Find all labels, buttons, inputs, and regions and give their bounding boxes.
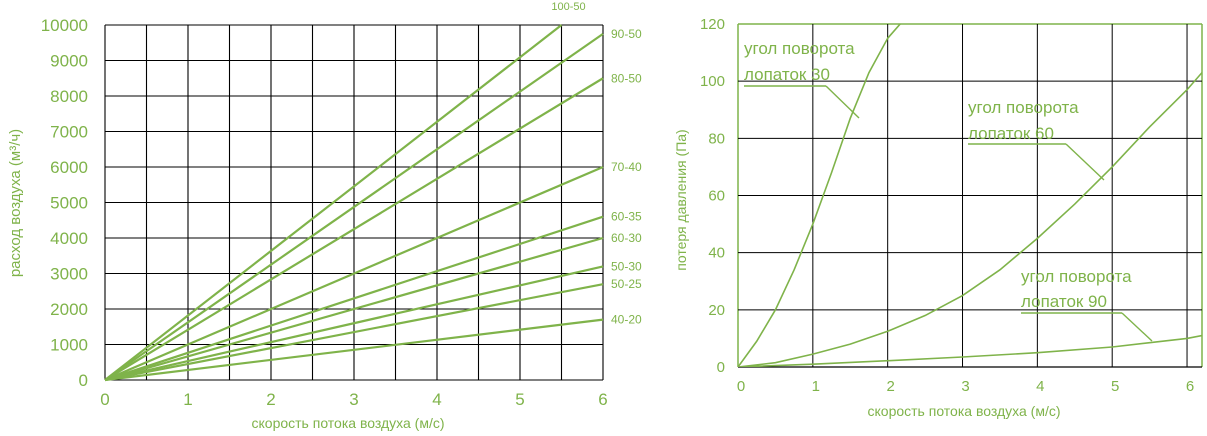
- chart-pressure-loss: угол поворота лопаток 30 угол поворота лопа…: [673, 16, 1203, 419]
- annotation-line2: лопаток 30: [744, 65, 830, 84]
- y-tick-label: 8000: [50, 87, 88, 106]
- x-tick-label: 4: [1036, 378, 1044, 395]
- x-tick-label: 3: [961, 378, 969, 395]
- annotation-line1: угол поворота: [1021, 267, 1132, 286]
- series-label-100-50: 100-50: [551, 1, 585, 13]
- x-tick-label: 2: [887, 378, 895, 395]
- y-tick-label: 20: [708, 302, 725, 319]
- series-line-40-20: [104, 318, 604, 382]
- chart-airflow: 100-50 90-50 80-50 70-40 60-35 60-30 50-30 50-2…: [7, 1, 642, 431]
- series-line-угол поворота лопаток 30: [738, 24, 902, 367]
- series-line-угол поворота лопаток 60: [738, 72, 1202, 367]
- y-tick-label: 120: [700, 16, 725, 33]
- series-label-60-35: 60-35: [611, 210, 642, 224]
- x-tick-label: 1: [812, 378, 820, 395]
- y-tick-label: 100: [700, 73, 725, 90]
- annotation-line2: лопаток 60: [968, 124, 1054, 143]
- series-line-60-35: [104, 215, 604, 382]
- x-tick-label: 5: [1111, 378, 1119, 395]
- y-tick-label: 6000: [50, 158, 88, 177]
- annotation-line1: угол поворота: [744, 39, 855, 58]
- chart-pressure-labels: угол поворота лопаток 30 угол поворота лопа…: [673, 16, 1194, 419]
- series-label-60-30: 60-30: [611, 231, 642, 245]
- series-line-100-50: [104, 24, 563, 381]
- annotation-leader: [825, 85, 860, 119]
- x-tick-label: 2: [266, 390, 275, 409]
- y-tick-label: 10000: [41, 16, 88, 35]
- y-axis-title: расход воздуха (м³/ч): [7, 129, 24, 277]
- series-label-80-50: 80-50: [611, 71, 642, 85]
- x-tick-label: 0: [737, 378, 745, 395]
- y-tick-label: 9000: [50, 52, 88, 71]
- series-line-60-30: [104, 236, 604, 382]
- y-tick-label: 1000: [50, 336, 88, 355]
- x-tick-label: 4: [432, 390, 441, 409]
- series-label-90-50: 90-50: [611, 27, 642, 41]
- chart-pressure-series: [738, 24, 1202, 367]
- series-line-90-50: [104, 32, 604, 381]
- annotation-leader: [1065, 143, 1105, 181]
- series-line-80-50: [104, 77, 604, 381]
- series-line-70-40: [104, 165, 604, 382]
- series-label-50-25: 50-25: [611, 277, 642, 291]
- y-tick-label: 5000: [50, 194, 88, 213]
- chart-pressure-grid: [737, 23, 1203, 368]
- x-tick-label: 1: [183, 390, 192, 409]
- series-line-50-25: [104, 283, 604, 382]
- series-line-50-30: [104, 265, 604, 382]
- x-axis-title: скорость потока воздуха (м/с): [868, 403, 1061, 419]
- annotation-line2: лопаток 90: [1021, 292, 1107, 311]
- y-tick-label: 80: [708, 130, 725, 147]
- annotation-line1: угол поворота: [968, 98, 1079, 117]
- x-tick-label: 5: [515, 390, 524, 409]
- chart-airflow-series: [104, 24, 604, 382]
- series-line-угол поворота лопаток 90: [738, 334, 1202, 367]
- series-label-50-30: 50-30: [611, 259, 642, 273]
- x-axis-title: скорость потока воздуха (м/с): [252, 415, 445, 431]
- y-tick-label: 4000: [50, 229, 88, 248]
- y-tick-label: 60: [708, 188, 725, 205]
- y-tick-label: 0: [79, 371, 88, 390]
- y-tick-label: 2000: [50, 300, 88, 319]
- series-label-40-20: 40-20: [611, 313, 642, 327]
- annotation-leader: [1121, 312, 1153, 342]
- x-tick-label: 0: [100, 390, 109, 409]
- y-tick-label: 3000: [50, 265, 88, 284]
- series-label-70-40: 70-40: [611, 160, 642, 174]
- chart-airflow-labels: 100-50 90-50 80-50 70-40 60-35 60-30 50-30 50-2…: [7, 1, 642, 431]
- x-tick-label: 6: [598, 390, 607, 409]
- y-tick-label: 0: [717, 359, 725, 376]
- y-tick-label: 40: [708, 245, 725, 262]
- x-tick-label: 3: [349, 390, 358, 409]
- x-tick-label: 6: [1186, 378, 1194, 395]
- y-axis-title: потеря давления (Па): [673, 129, 689, 270]
- y-tick-label: 7000: [50, 123, 88, 142]
